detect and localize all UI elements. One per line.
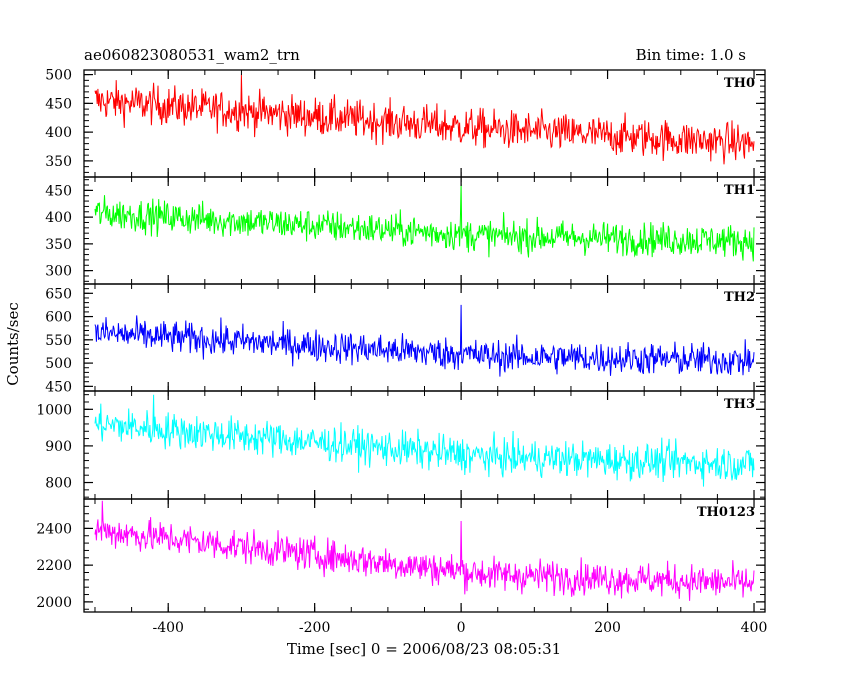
y-tick-label: 600 (45, 310, 72, 326)
y-tick-label: 450 (45, 96, 72, 112)
panel-th1: 300 350 400 450 TH1 (45, 176, 766, 285)
y-tick-label: 300 (45, 264, 72, 280)
y-tick-label: 500 (45, 356, 72, 372)
y-tick-label: 350 (45, 154, 72, 170)
y-tick-label: 450 (45, 379, 72, 395)
y-tick-label: 400 (45, 125, 72, 141)
y-tick-label: 400 (45, 210, 72, 226)
panel-th2: 450 500 550 600 650 TH2 (45, 283, 766, 395)
x-tick-label: 0 (457, 620, 466, 636)
y-tick-label: 2400 (36, 521, 72, 537)
series-line-th2 (94, 304, 755, 377)
y-tick-label: 1000 (36, 402, 72, 418)
panel-th3: 800 900 1000 TH3 (36, 390, 766, 500)
series-line-th0123 (94, 500, 755, 601)
panel-label-th3: TH3 (724, 397, 755, 412)
x-axis-label: Time [sec] 0 = 2006/08/23 08:05:31 (287, 640, 561, 658)
y-tick-label: 450 (45, 183, 72, 199)
y-tick-label: 900 (45, 439, 72, 455)
panel-label-th0123: TH0123 (697, 505, 755, 520)
panel-label-th0: TH0 (724, 76, 755, 91)
series-line-th1 (94, 183, 755, 262)
chart-title: ae060823080531_wam2_trn (84, 46, 300, 64)
panel-label-th1: TH1 (724, 183, 755, 198)
y-tick-label: 2200 (36, 558, 72, 574)
x-tick-label: 200 (594, 620, 621, 636)
y-tick-label: 800 (45, 476, 72, 492)
x-tick-label: -200 (299, 620, 330, 636)
panels-group: 350 400 450 500 TH0 300 350 400 450 TH1 450 500 550 6… (36, 68, 767, 636)
y-tick-label: 500 (45, 68, 72, 84)
bin-time-label: Bin time: 1.0 s (636, 46, 746, 64)
panel-label-th2: TH2 (724, 290, 755, 305)
panel-th0123: 2000 2200 2400 TH0123 (36, 498, 766, 613)
y-tick-label: 550 (45, 333, 72, 349)
series-line-th0 (94, 74, 755, 165)
y-tick-label: 350 (45, 237, 72, 253)
y-tick-label: 650 (45, 286, 72, 302)
x-tick-label: -400 (152, 620, 183, 636)
y-tick-label: 2000 (36, 595, 72, 611)
x-tick-label: 400 (741, 620, 768, 636)
panel-th0: 350 400 450 500 TH0 (45, 68, 766, 178)
y-axis-label: Counts/sec (4, 302, 22, 386)
series-line-th3 (94, 394, 755, 487)
panel-frame (83, 498, 766, 613)
